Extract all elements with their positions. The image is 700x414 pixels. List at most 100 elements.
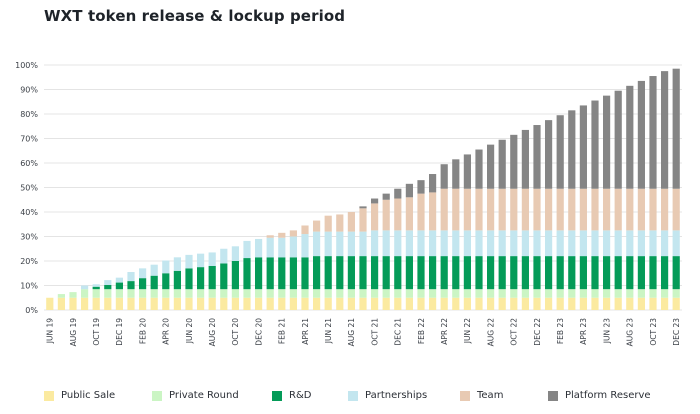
stacked-bar-chart: 0% 10% 20% 30% 40% 50% 60% 70% 80% 90% 100% JUN 19… [15, 61, 682, 347]
bar-segment [475, 149, 483, 189]
bar-segment [336, 214, 344, 232]
legend-swatch [548, 390, 558, 401]
bar-segment [289, 230, 297, 237]
bar-segment [220, 289, 228, 298]
x-tick-label: FEB 23 [556, 318, 565, 344]
bar-segment [661, 256, 669, 290]
bar-segment [661, 71, 669, 189]
bar-segment [626, 188, 634, 231]
bar-segment [452, 188, 460, 231]
bar-segment [510, 188, 518, 231]
bar-segment [301, 225, 309, 235]
bar-segment [289, 289, 297, 298]
bar-segment [521, 129, 529, 189]
bar-segment [405, 230, 413, 257]
bar-segment [487, 188, 495, 231]
bar-segment [429, 192, 437, 231]
bar-segment [382, 256, 390, 290]
bar-segment [626, 289, 634, 298]
y-tick-label: 20% [20, 257, 38, 266]
x-tick-label: APR 21 [301, 318, 310, 345]
bar-segment [637, 297, 645, 310]
x-tick-label: OCT 22 [510, 318, 519, 346]
x-tick-label: DEC 19 [115, 318, 124, 346]
bar-segment [614, 230, 622, 257]
bar-segment [243, 258, 251, 290]
x-tick-label: AUG 21 [347, 318, 356, 347]
x-tick-label: APR 20 [162, 318, 171, 345]
bar-segment [510, 134, 518, 189]
bar-segment [637, 80, 645, 189]
bar-segment [614, 90, 622, 189]
bar-segment [382, 199, 390, 231]
bar-segment [266, 237, 274, 258]
bar-segment [556, 230, 564, 257]
bar-segment [603, 289, 611, 298]
y-tick-label: 60% [20, 159, 38, 168]
legend-swatch [152, 390, 162, 401]
bar-segment [336, 297, 344, 310]
bar-segment [568, 297, 576, 310]
bar-segment [162, 260, 170, 274]
bar-segment [115, 282, 123, 290]
bar-segment [324, 297, 332, 310]
bar-segment [637, 256, 645, 290]
bar-segment [510, 297, 518, 310]
bar-segment [231, 289, 239, 298]
bar-segment [510, 230, 518, 257]
bar-segment [556, 188, 564, 231]
bar-segment [104, 289, 112, 298]
bar-segment [463, 154, 471, 189]
x-tick-label: DEC 22 [533, 318, 542, 346]
bar-segment [556, 115, 564, 189]
bar-segment [231, 246, 239, 261]
bar-segment [417, 230, 425, 257]
bar-segment [115, 289, 123, 298]
legend-label: Private Round [169, 390, 239, 401]
bar-segment [92, 286, 100, 290]
bar-segment [127, 272, 135, 282]
legend-swatch [44, 390, 54, 401]
bar-segment [324, 231, 332, 257]
bar-segment [255, 297, 263, 310]
bar-segment [359, 289, 367, 298]
x-tick-label: OCT 19 [92, 318, 101, 346]
bar-segment [429, 289, 437, 298]
bar-segment [533, 188, 541, 231]
bar-segment [649, 289, 657, 298]
bar-segment [371, 297, 379, 310]
bar-segment [382, 297, 390, 310]
bar-segment [162, 289, 170, 298]
bar-segment [231, 297, 239, 310]
bar-segment [394, 297, 402, 310]
bar-segment [440, 164, 448, 189]
bar-segment [92, 284, 100, 287]
x-tick-label: JUN 20 [185, 318, 194, 344]
bar-segment [614, 289, 622, 298]
bar-segment [591, 188, 599, 231]
bar-segment [475, 297, 483, 310]
bar-segment [521, 230, 529, 257]
bar-segment [231, 261, 239, 290]
bar-segment [498, 139, 506, 189]
bar-segment [556, 297, 564, 310]
x-tick-label: JUN 21 [324, 318, 333, 344]
y-axis-ticks: 0% 10% 20% 30% 40% 50% 60% 70% 80% 90% 100% [15, 61, 38, 315]
bar-segment [347, 297, 355, 310]
bar-segment [289, 297, 297, 310]
bar-segment [359, 297, 367, 310]
bar-segment [626, 256, 634, 290]
bar-segment [626, 85, 634, 189]
bar-segment [568, 110, 576, 189]
legend-item: Private Round [152, 390, 239, 401]
bar-segment [521, 188, 529, 231]
bar-segment [278, 297, 286, 310]
bar-segment [533, 297, 541, 310]
bar-segment [579, 188, 587, 231]
bar-segment [150, 264, 158, 276]
legend-label: Public Sale [61, 390, 116, 401]
bar-segment [139, 297, 147, 310]
legend-swatch [272, 390, 282, 401]
x-tick-label: FEB 20 [138, 318, 147, 344]
legend-label: Platform Reserve [565, 390, 651, 401]
